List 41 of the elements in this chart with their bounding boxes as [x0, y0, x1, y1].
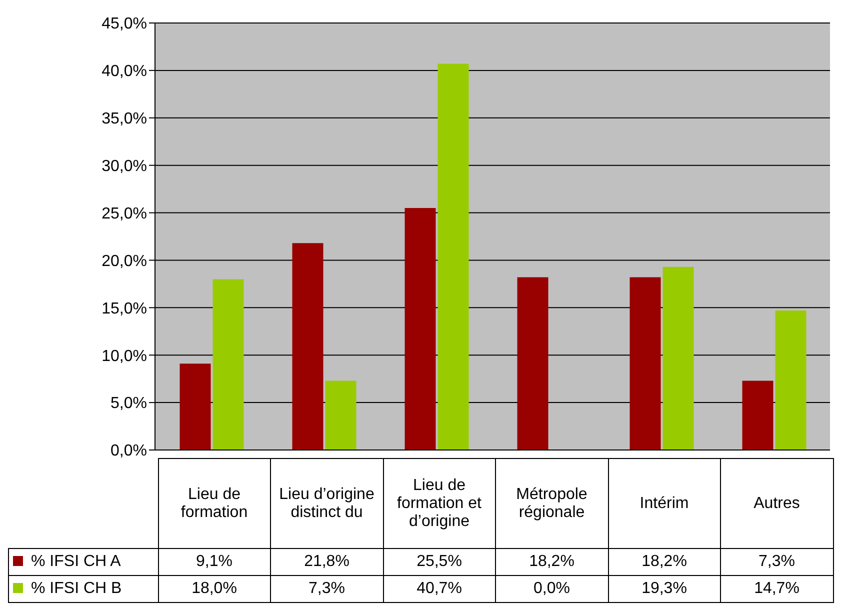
data-label: 25,5% [383, 548, 496, 576]
bar [630, 277, 661, 450]
y-tick-label: 30,0% [102, 158, 147, 176]
bar [742, 380, 774, 450]
y-tick-label: 25,0% [102, 205, 147, 222]
y-tick-label: 0,0% [110, 442, 147, 460]
y-tick-label: 35,0% [102, 110, 147, 128]
y-tick-label: 45,0% [102, 16, 147, 33]
x-tick-label: Métropole régionale [496, 458, 608, 548]
x-tick-label: Autres [720, 458, 833, 548]
bar [404, 208, 436, 450]
data-label: 19,3% [608, 576, 720, 602]
x-tick-label: Lieu d’origine distinct du [270, 458, 383, 548]
bar [438, 64, 469, 450]
data-label: 21,8% [270, 548, 383, 576]
bar [325, 380, 356, 450]
bar [292, 243, 324, 450]
y-tick-label: 40,0% [102, 63, 147, 80]
bar [662, 266, 694, 450]
bar [212, 279, 244, 450]
y-tick-label: 5,0% [110, 395, 147, 412]
legend-label: % IFSI CH A [8, 548, 158, 576]
y-tick-label: 20,0% [102, 252, 147, 270]
data-label: 0,0% [496, 576, 608, 602]
data-label: 7,3% [270, 576, 383, 602]
data-label: 18,0% [158, 576, 270, 602]
data-label: 18,2% [496, 548, 608, 576]
x-tick-label: Lieu de formation [158, 458, 270, 548]
data-label: 9,1% [158, 548, 270, 576]
x-tick-label: Intérim [608, 458, 720, 548]
x-tick-label: Lieu de formation et d’origine [383, 458, 496, 548]
data-label: 40,7% [383, 576, 496, 602]
legend-label: % IFSI CH B [8, 576, 158, 602]
bar [775, 310, 806, 450]
y-tick-label: 10,0% [102, 348, 147, 365]
bar [517, 277, 548, 450]
data-label: 18,2% [608, 548, 720, 576]
data-label: 7,3% [720, 548, 833, 576]
y-tick-label: 15,0% [102, 300, 147, 318]
data-label: 14,7% [720, 576, 833, 602]
bar [180, 364, 211, 450]
